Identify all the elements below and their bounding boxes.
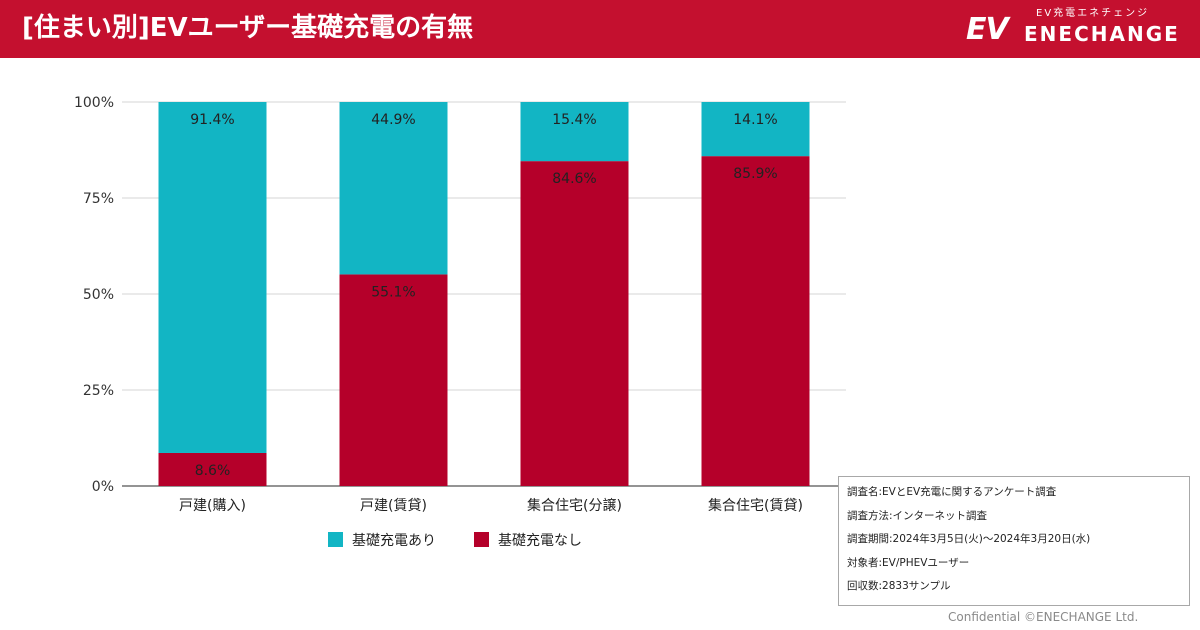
data-label: 15.4% xyxy=(552,112,596,128)
legend-label-without-charging: 基礎充電なし xyxy=(498,532,582,549)
enechange-logo: EV EV充電エネチェンジ ENECHANGE xyxy=(966,8,1178,50)
survey-period: 調査期間:2024年3月5日(火)〜2024年3月20日(水) xyxy=(847,533,1091,545)
survey-method: 調査方法:インターネット調査 xyxy=(847,509,988,522)
logo-tagline: EV充電エネチェンジ xyxy=(1036,8,1150,19)
logo-name: ENECHANGE xyxy=(1024,22,1180,46)
data-label: 85.9% xyxy=(733,166,777,182)
page-title: [住まい別]EVユーザー基礎充電の有無 xyxy=(22,13,474,43)
header-bar: [住まい別]EVユーザー基礎充電の有無 EV EV充電エネチェンジ ENECHA… xyxy=(0,0,1200,58)
survey-sample-count: 回収数:2833サンプル xyxy=(847,580,951,592)
legend-swatch-with-charging xyxy=(328,532,343,547)
legend-swatch-without-charging xyxy=(474,532,489,547)
data-label: 91.4% xyxy=(190,112,234,128)
y-tick-label: 75% xyxy=(83,191,114,207)
survey-name: 調査名:EVとEV充電に関するアンケート調査 xyxy=(847,486,1057,498)
stacked-bar-chart: 0% 25% 50% 75% 100% 8.6% 91.4% 戸建(購入) 55.1% 44.9%… xyxy=(74,95,846,549)
bar-segment-with-charging xyxy=(158,102,267,453)
data-label: 44.9% xyxy=(371,112,415,128)
x-category-label: 集合住宅(賃貸) xyxy=(708,497,803,514)
y-tick-label: 100% xyxy=(74,95,114,111)
data-label: 84.6% xyxy=(552,171,596,187)
confidential-footer: Confidential ©ENECHANGE Ltd. xyxy=(948,610,1139,624)
y-tick-label: 25% xyxy=(83,383,114,399)
bar-segment-without-charging xyxy=(520,161,629,487)
y-tick-label: 50% xyxy=(83,287,114,303)
bar-segment-with-charging xyxy=(520,102,629,162)
x-category-label: 戸建(購入) xyxy=(179,498,246,514)
data-label: 14.1% xyxy=(733,112,777,128)
bar-segment-without-charging xyxy=(339,274,448,486)
data-label: 55.1% xyxy=(371,284,415,300)
survey-info-box: 調査名:EVとEV充電に関するアンケート調査 調査方法:インターネット調査 調査… xyxy=(838,476,1190,606)
y-tick-label: 0% xyxy=(92,479,114,495)
x-category-label: 集合住宅(分譲) xyxy=(527,497,622,514)
bar-segment-with-charging xyxy=(339,102,448,275)
bar-segment-with-charging xyxy=(701,102,810,157)
bar-segment-without-charging xyxy=(158,452,267,486)
x-category-label: 戸建(賃貸) xyxy=(360,498,427,514)
data-label: 8.6% xyxy=(195,463,231,479)
bar-segment-without-charging xyxy=(701,156,810,487)
logo-mark: EV xyxy=(966,12,1009,47)
survey-target: 対象者:EV/PHEVユーザー xyxy=(847,556,970,569)
legend-label-with-charging: 基礎充電あり xyxy=(352,532,436,549)
